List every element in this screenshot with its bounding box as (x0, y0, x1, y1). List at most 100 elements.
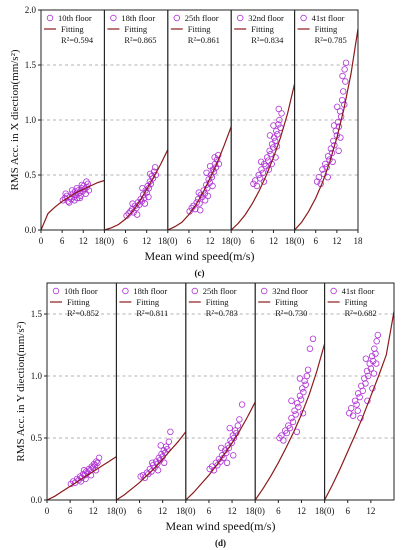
scatter-points (276, 335, 317, 444)
data-point (348, 405, 355, 412)
chart-d: 0.0 0.5 1.0 1.5 RMS Acc. in Y diection(mm/s²… (15, 282, 395, 548)
data-point (275, 105, 282, 113)
data-point (161, 459, 168, 466)
fitting-curve (41, 179, 105, 230)
data-point (193, 199, 200, 206)
data-point (203, 169, 210, 176)
y-axis-label: RMS Acc. in X diection(mm/s²) (9, 49, 21, 190)
data-point (292, 411, 299, 418)
data-point (133, 211, 141, 218)
x-tick-label: 18(0) (107, 506, 127, 516)
data-point (302, 381, 309, 388)
data-point (313, 178, 321, 185)
legend-fit-label: Fitting (67, 297, 90, 307)
data-point (303, 372, 311, 380)
r-squared-label: R²=0.785 (315, 35, 347, 45)
data-point (306, 345, 314, 352)
data-point (296, 375, 304, 382)
legend-series-name: 10th floor (64, 286, 98, 296)
data-point (165, 438, 173, 445)
data-point (296, 392, 304, 400)
legend-series-name: 32nd floor (272, 286, 308, 296)
data-point (195, 189, 202, 196)
r-squared-label: R²=0.865 (124, 35, 156, 45)
data-point (272, 154, 279, 161)
data-point (291, 407, 298, 414)
data-point (197, 206, 204, 214)
data-point (265, 166, 273, 173)
data-point (226, 424, 233, 432)
legend-series-name: 41st floor (342, 286, 375, 296)
y-tick-label: 0.0 (25, 225, 37, 235)
data-point (151, 164, 159, 171)
scatter-points (186, 151, 223, 215)
data-point (359, 387, 366, 395)
data-point (341, 66, 348, 73)
y-tick-label: 0.0 (31, 495, 43, 505)
y-tick-label: 2.0 (25, 5, 37, 15)
x-axis-label: Mean wind speed(m/s) (145, 249, 255, 263)
data-point (362, 380, 369, 387)
data-point (297, 396, 305, 403)
data-point (209, 182, 216, 190)
data-point (299, 385, 306, 392)
data-point (260, 178, 268, 185)
data-point (276, 116, 283, 124)
data-point (206, 162, 214, 170)
scatter-points (250, 105, 285, 190)
data-point (354, 407, 361, 414)
x-tick-label: 0 (45, 506, 50, 516)
data-point (370, 370, 378, 377)
data-point (257, 158, 265, 165)
data-point (371, 345, 378, 352)
legend-fit-label: Fitting (345, 297, 368, 307)
legend-fit-label: Fitting (124, 24, 147, 34)
fitting-curve (255, 343, 325, 500)
x-tick-label: 18 (354, 236, 364, 246)
legend-marker (46, 14, 54, 22)
data-point (230, 452, 237, 459)
figure-caption: (c) (195, 268, 205, 278)
y-tick-label: 1.0 (25, 115, 37, 125)
x-axis-label: Mean wind speed(m/s) (166, 519, 276, 533)
data-point (157, 442, 164, 449)
data-point (71, 197, 78, 204)
x-tick-label: 6 (187, 236, 192, 246)
x-tick-label: 6 (68, 506, 73, 516)
x-tick-label: 6 (250, 236, 255, 246)
data-point (373, 338, 380, 345)
legend-series-name: 18th floor (121, 13, 155, 23)
data-point (337, 134, 344, 141)
x-tick-label: 12 (228, 506, 237, 516)
x-tick-label: 18(0) (95, 236, 115, 246)
y-tick-label: 0.5 (25, 170, 37, 180)
scatter-points (346, 331, 382, 422)
data-point (81, 186, 88, 193)
data-point (250, 180, 257, 187)
data-point (275, 121, 282, 128)
x-tick-label: 18(0) (176, 506, 196, 516)
r-squared-label: R²=0.834 (251, 35, 284, 45)
data-point (253, 182, 261, 190)
y-axis-label: RMS Acc. in Y diection(mm/s²) (15, 321, 27, 462)
data-point (204, 192, 212, 200)
data-point (342, 59, 350, 66)
data-point (211, 154, 218, 161)
y-tick-label: 1.5 (25, 60, 37, 70)
x-tick-label: 12 (366, 506, 375, 516)
x-tick-label: 12 (269, 236, 278, 246)
data-point (339, 72, 346, 80)
data-point (373, 360, 380, 367)
data-point (273, 127, 280, 135)
legend-fit-label: Fitting (251, 24, 274, 34)
x-tick-label: 6 (60, 236, 65, 246)
legend-marker (173, 14, 180, 22)
data-point (68, 187, 76, 194)
